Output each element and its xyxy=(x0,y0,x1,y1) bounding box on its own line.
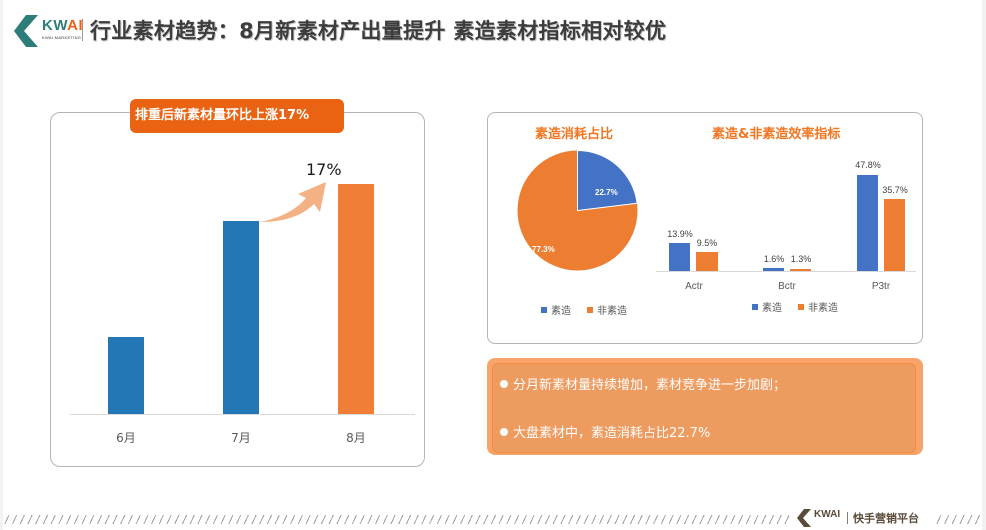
pie-legend: 素造 非素造 xyxy=(541,302,627,317)
bar-p3tr-non-suzao xyxy=(884,199,905,271)
bar-p3tr-suzao xyxy=(857,175,878,271)
footer-logo: KWAI 快手营销平台 xyxy=(797,509,927,527)
logo-text: KWAI xyxy=(42,17,84,34)
pie-label-non-suzao: 77.3% xyxy=(532,245,555,254)
summary-bullet-2: 大盘素材中，素造消耗占比22.7% xyxy=(500,422,710,441)
grouped-chart-baseline xyxy=(656,271,916,272)
consumption-pie-chart xyxy=(517,150,638,271)
footer-divider xyxy=(847,512,848,524)
value-actr-suzao: 13.9% xyxy=(667,229,693,239)
bullet-dot-icon xyxy=(500,379,508,388)
kwai-logo-mark-icon xyxy=(14,15,38,47)
logo-divider xyxy=(82,19,83,41)
footer-hatch-left xyxy=(4,515,789,524)
value-p3tr-suzao: 47.8% xyxy=(855,160,881,170)
legend-label-non-suzao: 非素造 xyxy=(597,306,627,317)
summary-box xyxy=(492,363,916,453)
xlabel-p3tr: P3tr xyxy=(871,281,891,292)
legend-swatch-orange xyxy=(798,303,804,310)
pie-label-suzao: 22.7% xyxy=(595,188,618,197)
legend-label-non-suzao: 非素造 xyxy=(808,303,838,314)
legend-swatch-orange xyxy=(587,306,593,313)
kwai-logo: KWAI KWAI MARKETING xyxy=(14,15,84,47)
left-edge-strip xyxy=(0,0,3,530)
growth-percentage-label: 17% xyxy=(306,160,342,179)
footer-kwai-text: KWAI xyxy=(814,509,841,520)
bar-july xyxy=(223,221,259,414)
legend-label-suzao: 素造 xyxy=(551,306,571,317)
footer-kwai-mark-icon xyxy=(797,509,811,527)
right-edge-strip xyxy=(982,0,986,530)
bar-june xyxy=(108,337,144,414)
xlabel-august: 8月 xyxy=(346,431,366,445)
bar-chart-title: 素造&非素造效率指标 xyxy=(712,127,841,142)
summary-bullet-2-text: 大盘素材中，素造消耗占比22.7% xyxy=(513,426,711,441)
legend-label-suzao: 素造 xyxy=(762,303,782,314)
bar-legend: 素造 非素造 xyxy=(752,299,838,314)
xlabel-actr: Actr xyxy=(685,281,703,292)
footer-brand-text: 快手营销平台 xyxy=(853,512,919,525)
summary-bullet-1: 分月新素材量持续增加，素材竞争进一步加剧； xyxy=(500,374,786,393)
value-p3tr-non-suzao: 35.7% xyxy=(882,185,908,195)
xlabel-july: 7月 xyxy=(231,431,251,445)
footer-hatch-right xyxy=(936,515,982,524)
page-title: 行业素材趋势：8月新素材产出量提升 素造素材指标相对较优 xyxy=(90,19,667,43)
growth-badge: 排重后新素材量环比上涨17% xyxy=(130,99,344,133)
xlabel-june: 6月 xyxy=(116,431,136,445)
chart-baseline xyxy=(70,414,415,415)
value-actr-non-suzao: 9.5% xyxy=(696,238,718,248)
bullet-dot-icon xyxy=(500,427,508,436)
curved-up-arrow-icon xyxy=(260,182,326,222)
pie-chart-title: 素造消耗占比 xyxy=(535,127,614,142)
logo-subtitle: KWAI MARKETING xyxy=(42,35,82,40)
value-bctr-non-suzao: 1.3% xyxy=(790,254,812,264)
legend-swatch-blue xyxy=(752,303,758,310)
bar-august xyxy=(338,184,374,414)
bar-actr-suzao xyxy=(669,243,690,271)
bar-actr-non-suzao xyxy=(696,252,718,271)
value-bctr-suzao: 1.6% xyxy=(763,254,785,264)
legend-swatch-blue xyxy=(541,306,547,313)
bar-bctr-non-suzao xyxy=(790,269,811,271)
xlabel-bctr: Bctr xyxy=(778,281,796,292)
summary-bullet-1-text: 分月新素材量持续增加，素材竞争进一步加剧； xyxy=(513,378,787,393)
bar-bctr-suzao xyxy=(763,268,784,271)
